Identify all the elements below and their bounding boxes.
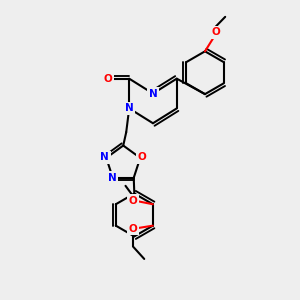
Text: O: O — [129, 196, 137, 206]
Text: N: N — [125, 103, 134, 113]
Text: O: O — [129, 224, 137, 234]
Text: O: O — [103, 74, 112, 84]
Text: N: N — [108, 173, 116, 183]
Text: O: O — [211, 27, 220, 37]
Text: N: N — [100, 152, 109, 162]
Text: N: N — [148, 88, 157, 98]
Text: O: O — [138, 152, 147, 162]
